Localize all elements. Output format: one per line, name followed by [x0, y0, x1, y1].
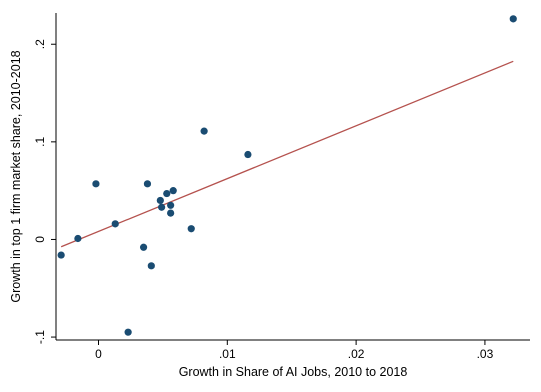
- data-point: [244, 150, 252, 159]
- plot-area: 0 .01 .02 .03 -.1 0 .1 .2: [33, 13, 530, 361]
- data-point: [509, 15, 517, 23]
- y-tick-label: -.1: [33, 330, 47, 344]
- data-point: [156, 196, 164, 205]
- data-point: [147, 262, 155, 270]
- data-point: [187, 225, 195, 233]
- x-axis-title: Growth in Share of AI Jobs, 2010 to 2018: [179, 365, 408, 379]
- x-tick-label: .01: [219, 347, 236, 361]
- data-point: [167, 209, 175, 217]
- y-tick-label: 0: [33, 236, 47, 243]
- data-point: [139, 243, 148, 251]
- data-point: [167, 201, 175, 209]
- data-point: [92, 180, 100, 188]
- data-point: [57, 251, 65, 259]
- y-axis-ticks: -.1 0 .1 .2: [33, 39, 56, 344]
- data-points: [57, 15, 517, 336]
- data-point: [169, 187, 177, 195]
- data-point: [158, 203, 166, 211]
- fitted-line: [60, 60, 514, 248]
- x-tick-label: .03: [477, 347, 494, 361]
- data-point: [163, 189, 171, 198]
- data-point: [111, 220, 119, 228]
- data-point: [200, 127, 208, 135]
- x-tick-label: .02: [348, 347, 365, 361]
- y-axis-title: Growth in top 1 firm market share, 2010-…: [9, 50, 23, 302]
- data-point: [74, 234, 82, 243]
- y-tick-label: .1: [33, 137, 47, 147]
- x-tick-label: 0: [95, 347, 102, 361]
- data-point: [124, 328, 132, 336]
- data-point: [143, 180, 152, 188]
- y-tick-label: .2: [33, 39, 47, 49]
- x-axis-ticks: 0 .01 .02 .03: [95, 340, 494, 361]
